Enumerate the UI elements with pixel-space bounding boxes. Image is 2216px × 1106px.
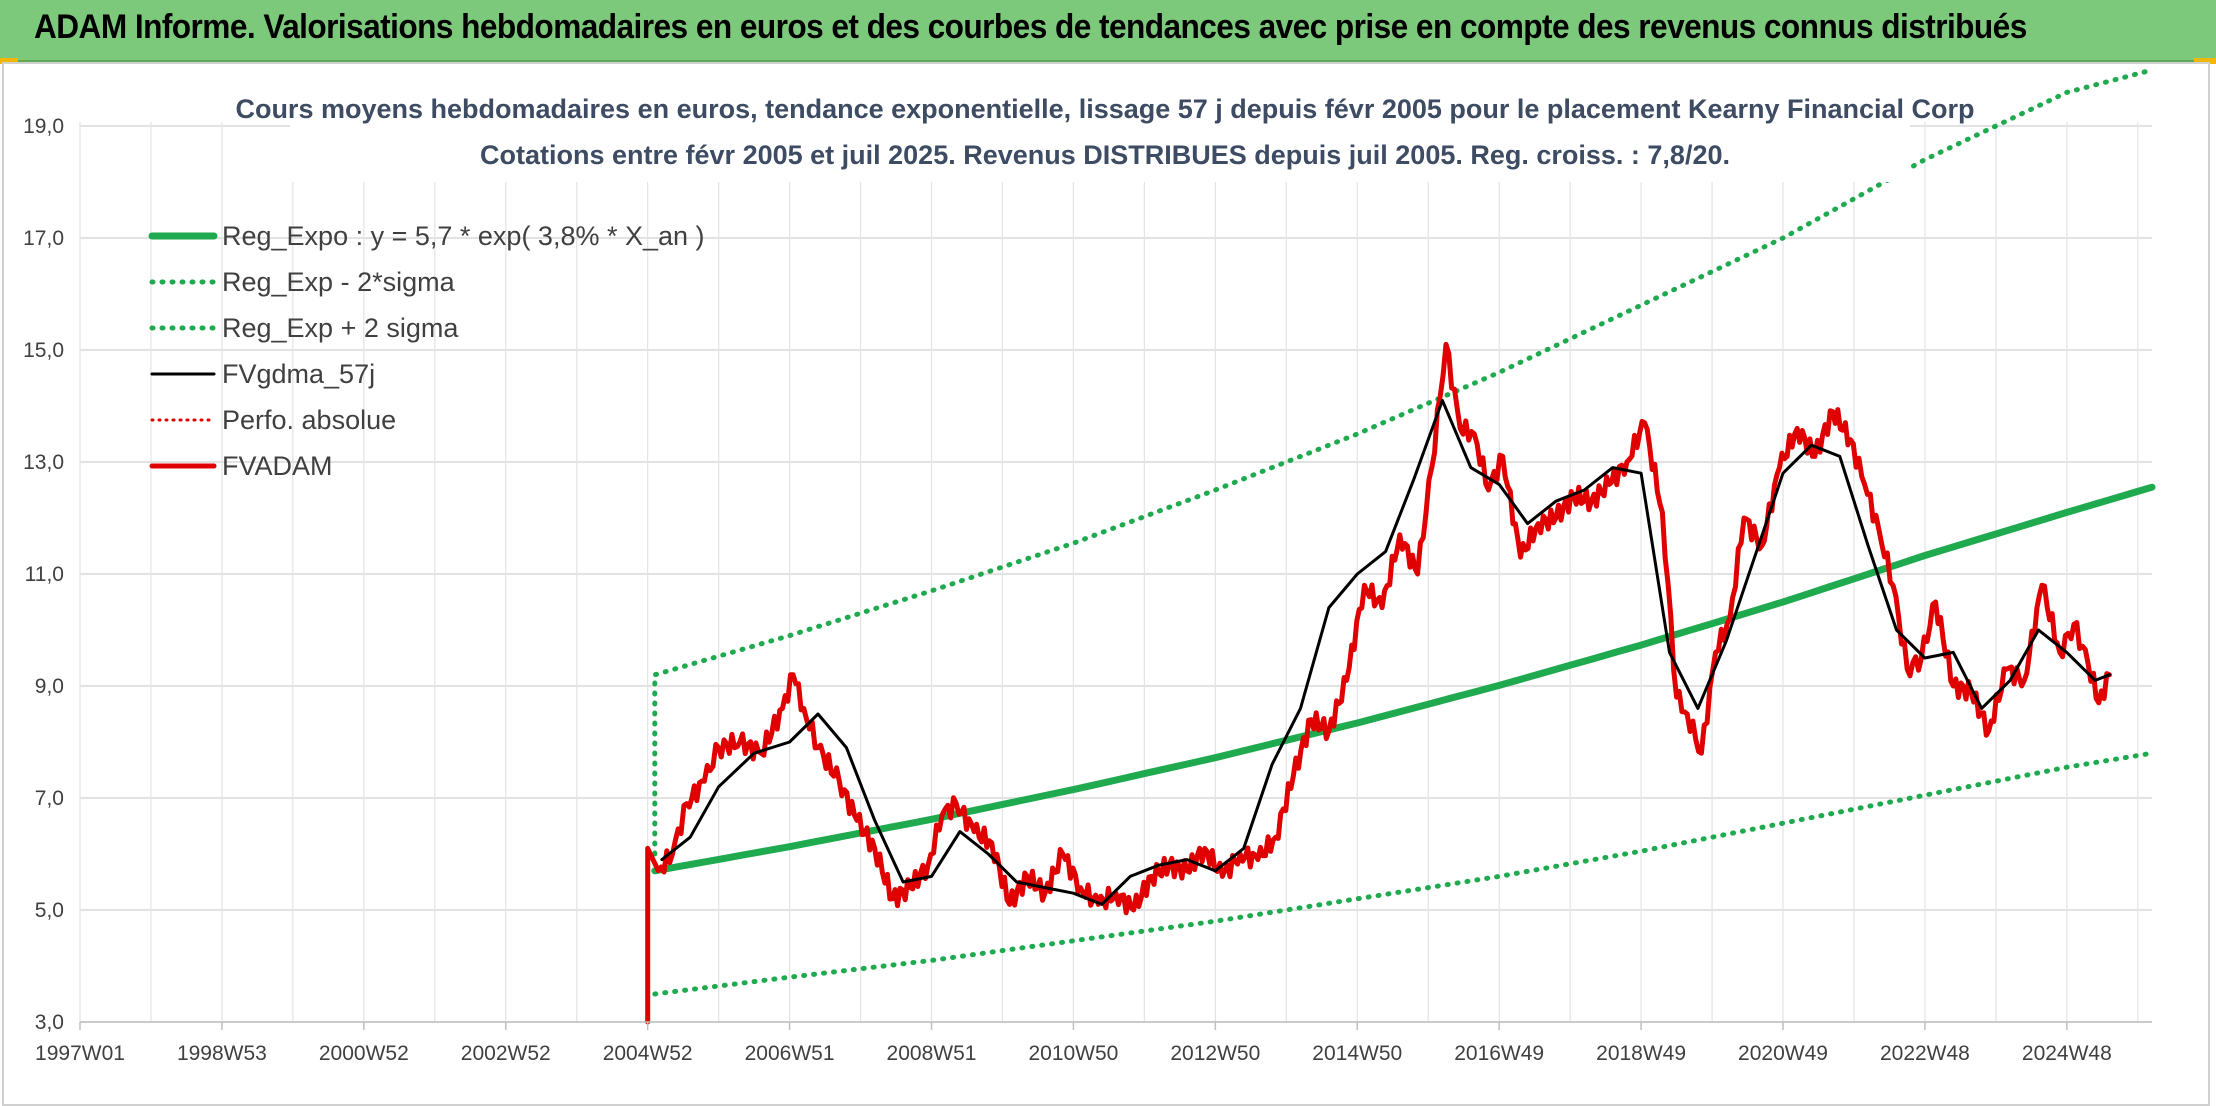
y-tick-label: 9,0 (35, 675, 64, 698)
legend-label: FVADAM (222, 451, 333, 481)
chart-subtitle: Cotations entre févr 2005 et juil 2025. … (480, 140, 1730, 170)
series-line-5 (645, 341, 2112, 1025)
x-tick-label: 2020W49 (1738, 1042, 1828, 1065)
x-tick-label: 2002W52 (461, 1042, 551, 1065)
y-tick-label: 3,0 (35, 1011, 64, 1034)
series-line-2 (652, 67, 2155, 857)
legend-label: Reg_Exp - 2*sigma (222, 267, 456, 297)
y-tick-label: 19,0 (23, 115, 64, 138)
chart-title: Cours moyens hebdomadaires en euros, ten… (235, 94, 1974, 124)
series-line-1 (652, 750, 2155, 997)
report-banner: ADAM Informe. Valorisations hebdomadaire… (0, 0, 2216, 62)
grid-lines (79, 122, 2152, 1023)
series-line-0 (651, 483, 2156, 875)
legend-label: Reg_Expo : y = 5,7 * exp( 3,8% * X_an ) (222, 221, 705, 251)
x-tick-label: 2000W52 (319, 1042, 409, 1065)
legend-label: FVgdma_57j (222, 359, 375, 389)
x-tick-label: 1998W53 (177, 1042, 267, 1065)
series-layer (645, 67, 2156, 1025)
series-line-3 (660, 398, 2111, 906)
x-tick-label: 2006W51 (745, 1042, 835, 1065)
x-tick-label: 2008W51 (887, 1042, 977, 1065)
legend: Reg_Expo : y = 5,7 * exp( 3,8% * X_an ) R… (148, 221, 705, 481)
corner-accent-left (0, 58, 18, 64)
legend-label: Reg_Exp + 2 sigma (222, 313, 459, 343)
report-title: ADAM Informe. Valorisations hebdomadaire… (34, 8, 2027, 46)
y-tick-label: 7,0 (35, 787, 64, 810)
y-tick-label: 17,0 (23, 227, 64, 250)
y-tick-label: 5,0 (35, 899, 64, 922)
y-tick-label: 11,0 (25, 563, 64, 586)
axis-layer: 3,0 5,0 7,0 9,0 11,0 13,0 15,0 17,0 19,0 1997W01 1… (23, 115, 2152, 1065)
x-tick-label: 1997W01 (35, 1042, 125, 1065)
y-tick-label: 13,0 (23, 451, 64, 474)
title-backdrop (290, 86, 1910, 182)
x-tick-label: 2018W49 (1596, 1042, 1686, 1065)
x-tick-label: 2012W50 (1170, 1042, 1260, 1065)
y-tick-label: 15,0 (23, 339, 64, 362)
x-tick-label: 2004W52 (603, 1042, 693, 1065)
x-tick-label: 2014W50 (1312, 1042, 1402, 1065)
x-tick-label: 2010W50 (1028, 1042, 1118, 1065)
x-tick-label: 2016W49 (1454, 1042, 1544, 1065)
x-tick-label: 2022W48 (1880, 1042, 1970, 1065)
x-tick-label: 2024W48 (2022, 1042, 2112, 1065)
corner-accent-right (2194, 58, 2216, 64)
legend-label: Perfo. absolue (222, 405, 396, 435)
